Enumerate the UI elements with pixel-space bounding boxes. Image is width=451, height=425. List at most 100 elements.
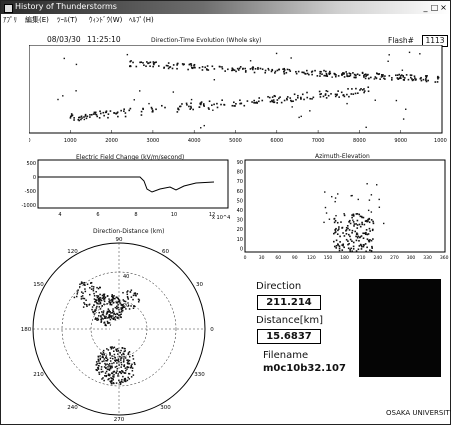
menu-edit[interactable]: 編集(E) <box>25 16 49 24</box>
polar-point <box>101 311 103 313</box>
azel-point <box>331 195 333 198</box>
history-point <box>325 97 328 99</box>
history-point <box>426 75 428 77</box>
polar-point <box>118 300 121 302</box>
history-point <box>343 76 346 78</box>
history-point <box>283 70 285 73</box>
menu-window[interactable]: ｳｨﾝﾄﾞｳ(W) <box>89 16 123 24</box>
history-point <box>381 74 383 77</box>
azel-point <box>372 238 374 240</box>
polar-point <box>84 303 86 306</box>
history-point <box>171 67 174 70</box>
history-point <box>203 105 205 107</box>
menu-help[interactable]: ﾍﾙﾌﾟ(H) <box>129 16 154 24</box>
polar-point <box>122 299 125 301</box>
polar-point <box>129 366 132 369</box>
menu-app[interactable]: ｱﾌﾟﾘ <box>3 16 17 24</box>
azel-point <box>366 246 368 249</box>
history-point <box>188 63 191 66</box>
polar-point <box>83 297 86 300</box>
history-point <box>271 96 274 98</box>
history-point <box>235 70 237 73</box>
polar-point <box>119 314 121 316</box>
polar-point <box>122 306 125 308</box>
efield-plot[interactable]: 500 0 -500 -1000 4 6 8 10 12 x 10^4 <box>16 159 231 223</box>
time-readout: 11:25:10 <box>87 35 121 44</box>
history-point <box>366 74 368 76</box>
history-point <box>167 64 169 67</box>
polar-point <box>81 295 84 297</box>
history-point <box>375 77 378 79</box>
history-plot[interactable]: 35030025020015010050 0100020003000400050… <box>29 45 447 145</box>
history-point <box>142 62 144 64</box>
history-point <box>411 78 413 80</box>
history-point <box>320 93 322 95</box>
maximize-button[interactable]: □ <box>430 3 439 12</box>
history-point <box>319 93 321 96</box>
history-point <box>129 65 132 67</box>
azel-point <box>356 232 358 235</box>
history-point <box>201 69 204 71</box>
history-point <box>147 62 150 64</box>
history-point <box>211 104 213 107</box>
polar-point <box>118 309 120 311</box>
history-point <box>252 66 255 69</box>
history-point <box>375 72 378 75</box>
azel-point <box>334 231 336 234</box>
polar-point <box>128 372 130 375</box>
polar-point <box>133 305 135 307</box>
history-point <box>98 117 101 119</box>
history-point <box>140 61 143 63</box>
history-point <box>113 112 116 114</box>
polar-point <box>123 372 126 374</box>
polar-point <box>107 308 110 310</box>
title-bar[interactable]: History of Thunderstorms _ □ × <box>1 1 450 14</box>
polar-point <box>106 363 108 365</box>
polar-point <box>105 355 107 357</box>
history-point <box>411 79 414 82</box>
azel-x-tick-label: 240 <box>374 255 383 261</box>
history-point <box>254 67 257 70</box>
history-point <box>145 65 147 68</box>
polar-point <box>109 351 111 354</box>
polar-point <box>112 347 114 349</box>
history-point <box>427 79 429 82</box>
polar-point <box>132 298 134 301</box>
azel-plot[interactable]: 90 80 70 60 50 40 30 20 10 0 0 30 60 90 120 150 180 210 2… <box>233 158 449 264</box>
history-point <box>403 77 406 79</box>
close-button[interactable]: × <box>440 3 447 12</box>
history-point <box>177 108 180 111</box>
azel-point <box>351 240 353 243</box>
polar-point <box>98 300 100 303</box>
polar-point <box>79 283 81 286</box>
history-point <box>300 96 302 99</box>
polar-point <box>110 377 112 379</box>
polar-point <box>121 370 124 373</box>
polar-point <box>118 379 120 382</box>
azel-point <box>359 215 362 218</box>
azel-point <box>370 239 373 242</box>
polar-point <box>83 281 86 284</box>
azel-point <box>345 229 347 232</box>
polar-point <box>113 374 115 376</box>
azel-y-tick-label: 50 <box>237 198 243 204</box>
polar-angle-label: 150 <box>33 282 44 288</box>
history-point <box>328 72 330 75</box>
app-icon[interactable] <box>4 4 13 13</box>
history-point <box>367 90 370 93</box>
minimize-button[interactable]: _ <box>423 3 428 12</box>
menu-tools[interactable]: ﾂｰﾙ(T) <box>57 16 78 24</box>
polar-point <box>116 348 119 350</box>
polar-point <box>132 307 135 309</box>
polar-point <box>137 301 140 303</box>
azel-point <box>352 241 355 244</box>
azel-point <box>363 244 365 246</box>
azel-point <box>334 200 336 203</box>
history-point <box>71 114 74 117</box>
history-point <box>243 104 246 107</box>
history-point <box>69 117 72 119</box>
polar-point <box>110 299 113 301</box>
polar-point <box>96 305 98 308</box>
polar-point <box>99 308 102 310</box>
